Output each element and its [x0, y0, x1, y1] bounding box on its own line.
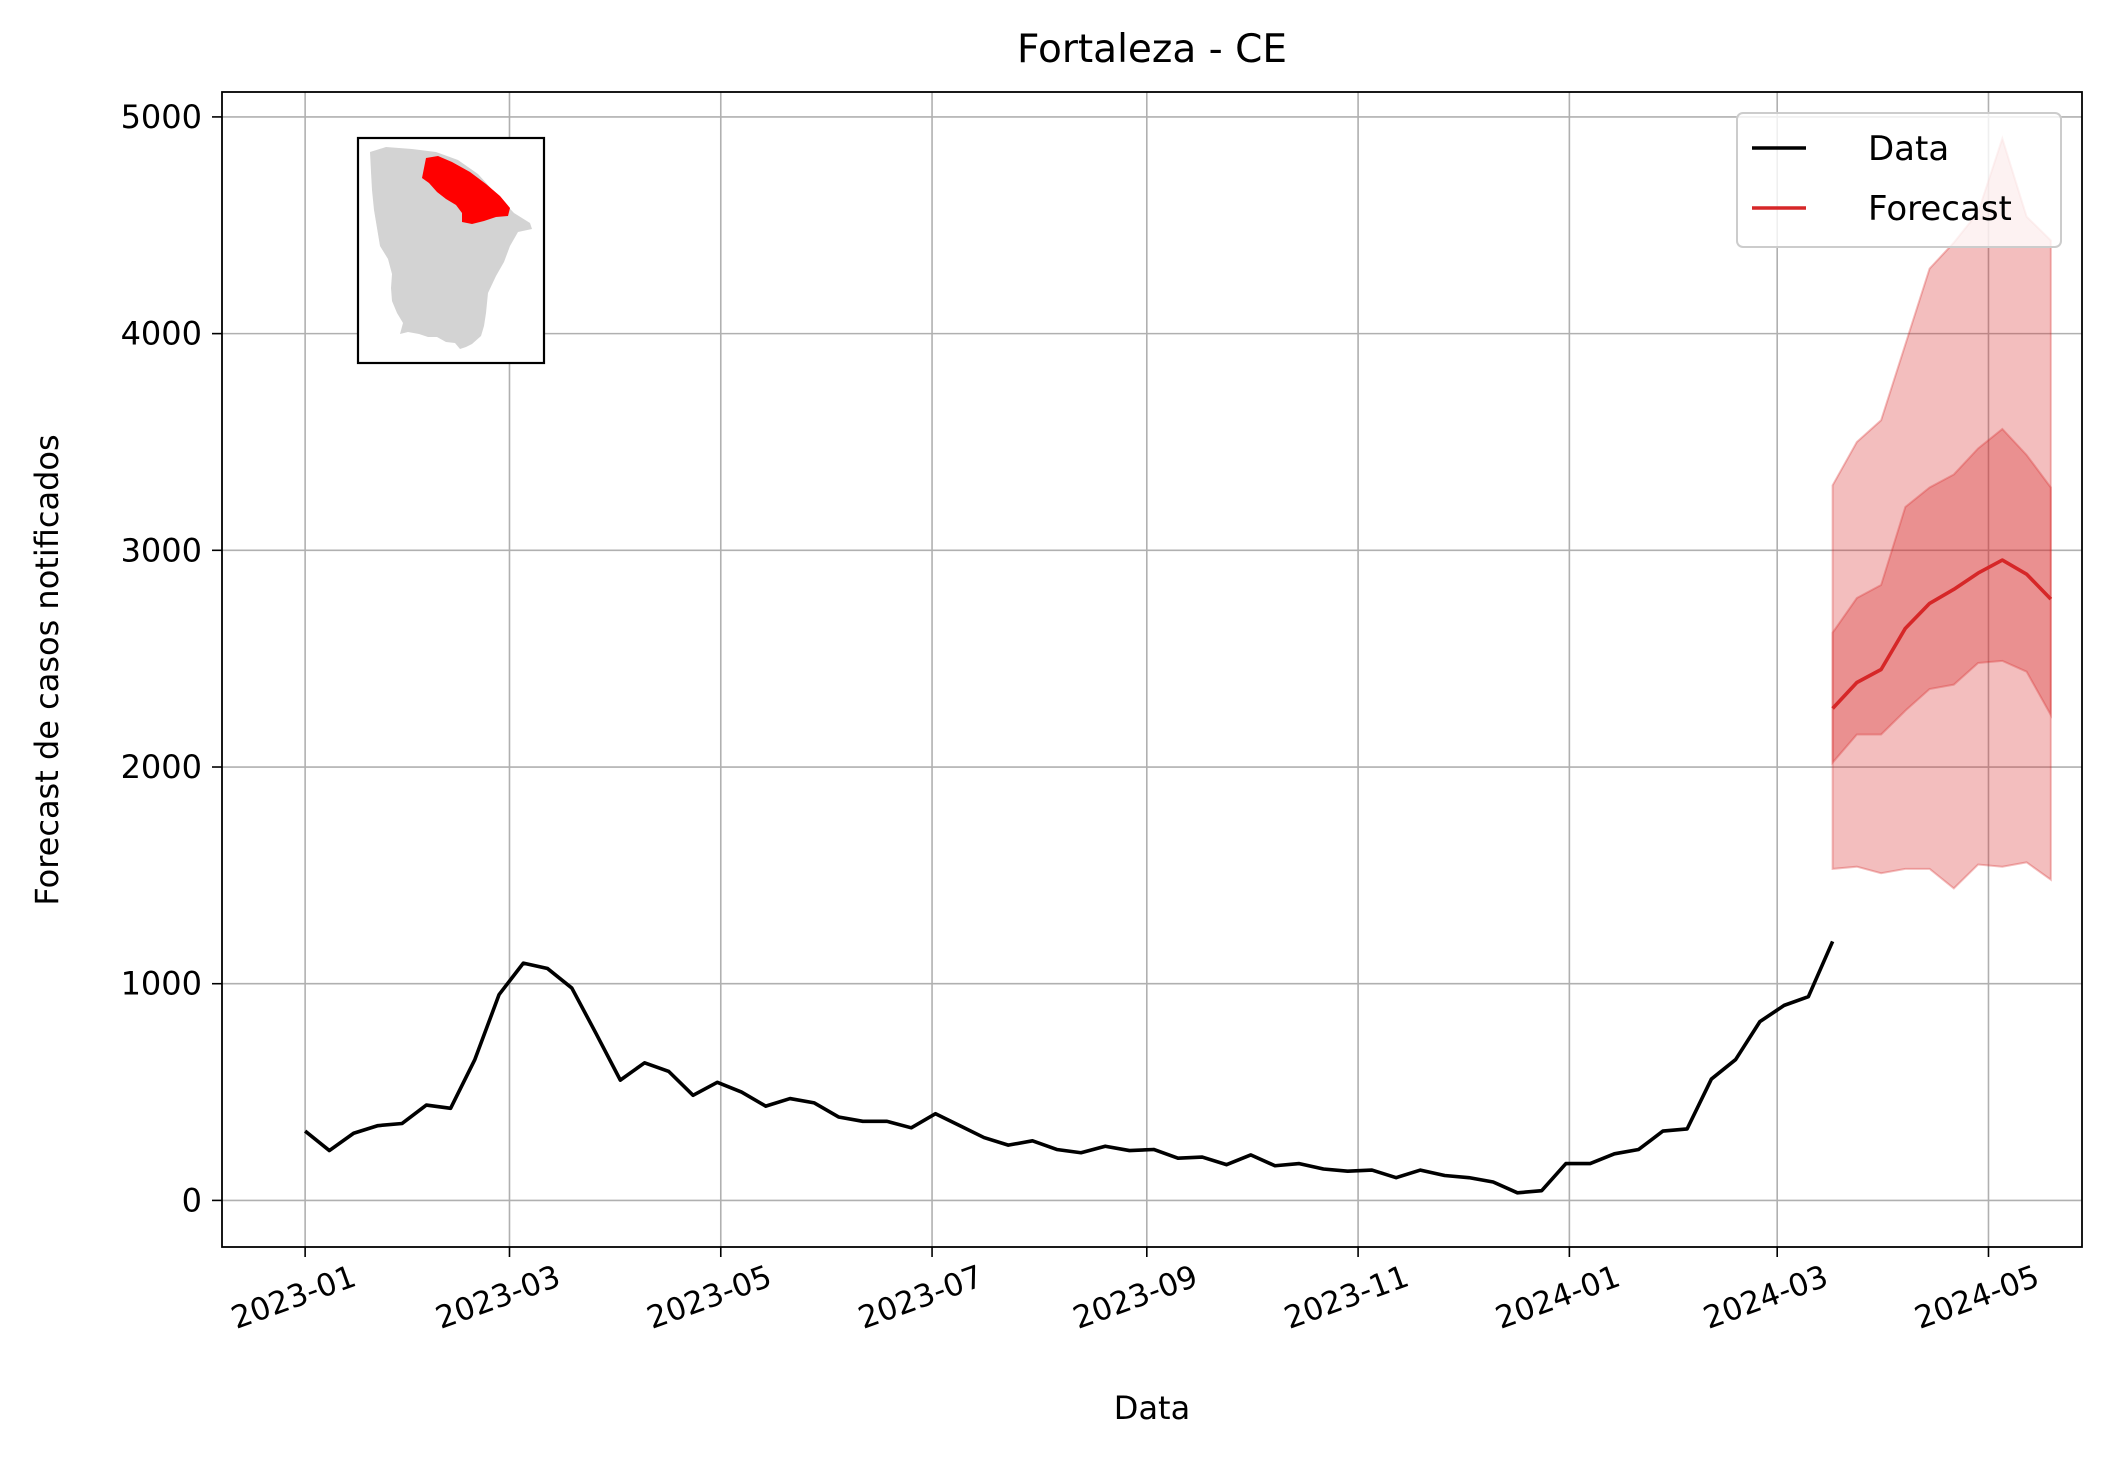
y-tick-label: 5000 [121, 98, 202, 136]
legend-box [1736, 112, 2062, 248]
axes-frame [221, 91, 2083, 1248]
y-tick-label: 0 [182, 1181, 202, 1219]
legend: Data Forecast [1736, 112, 2062, 248]
y-axis-label: Forecast de casos notificados [28, 434, 66, 905]
grid [222, 92, 2082, 1247]
y-tick-label: 2000 [121, 748, 202, 786]
y-tick-label: 4000 [121, 315, 202, 353]
data-series-line [304, 940, 1835, 1195]
x-axis-label: Data [1114, 1389, 1190, 1427]
series-lines [304, 558, 2053, 1195]
inset-map [356, 136, 546, 365]
chart-title: Fortaleza - CE [1017, 27, 1287, 72]
fortaleza-region-shape [422, 156, 510, 224]
y-tick-label: 1000 [121, 965, 202, 1003]
forecast-series-line [1831, 558, 2053, 710]
forecast-band-90 [1831, 135, 2052, 890]
legend-label-data: Data [1868, 129, 1949, 169]
y-tick-label: 3000 [121, 531, 202, 569]
legend-label-forecast: Forecast [1868, 189, 2012, 229]
